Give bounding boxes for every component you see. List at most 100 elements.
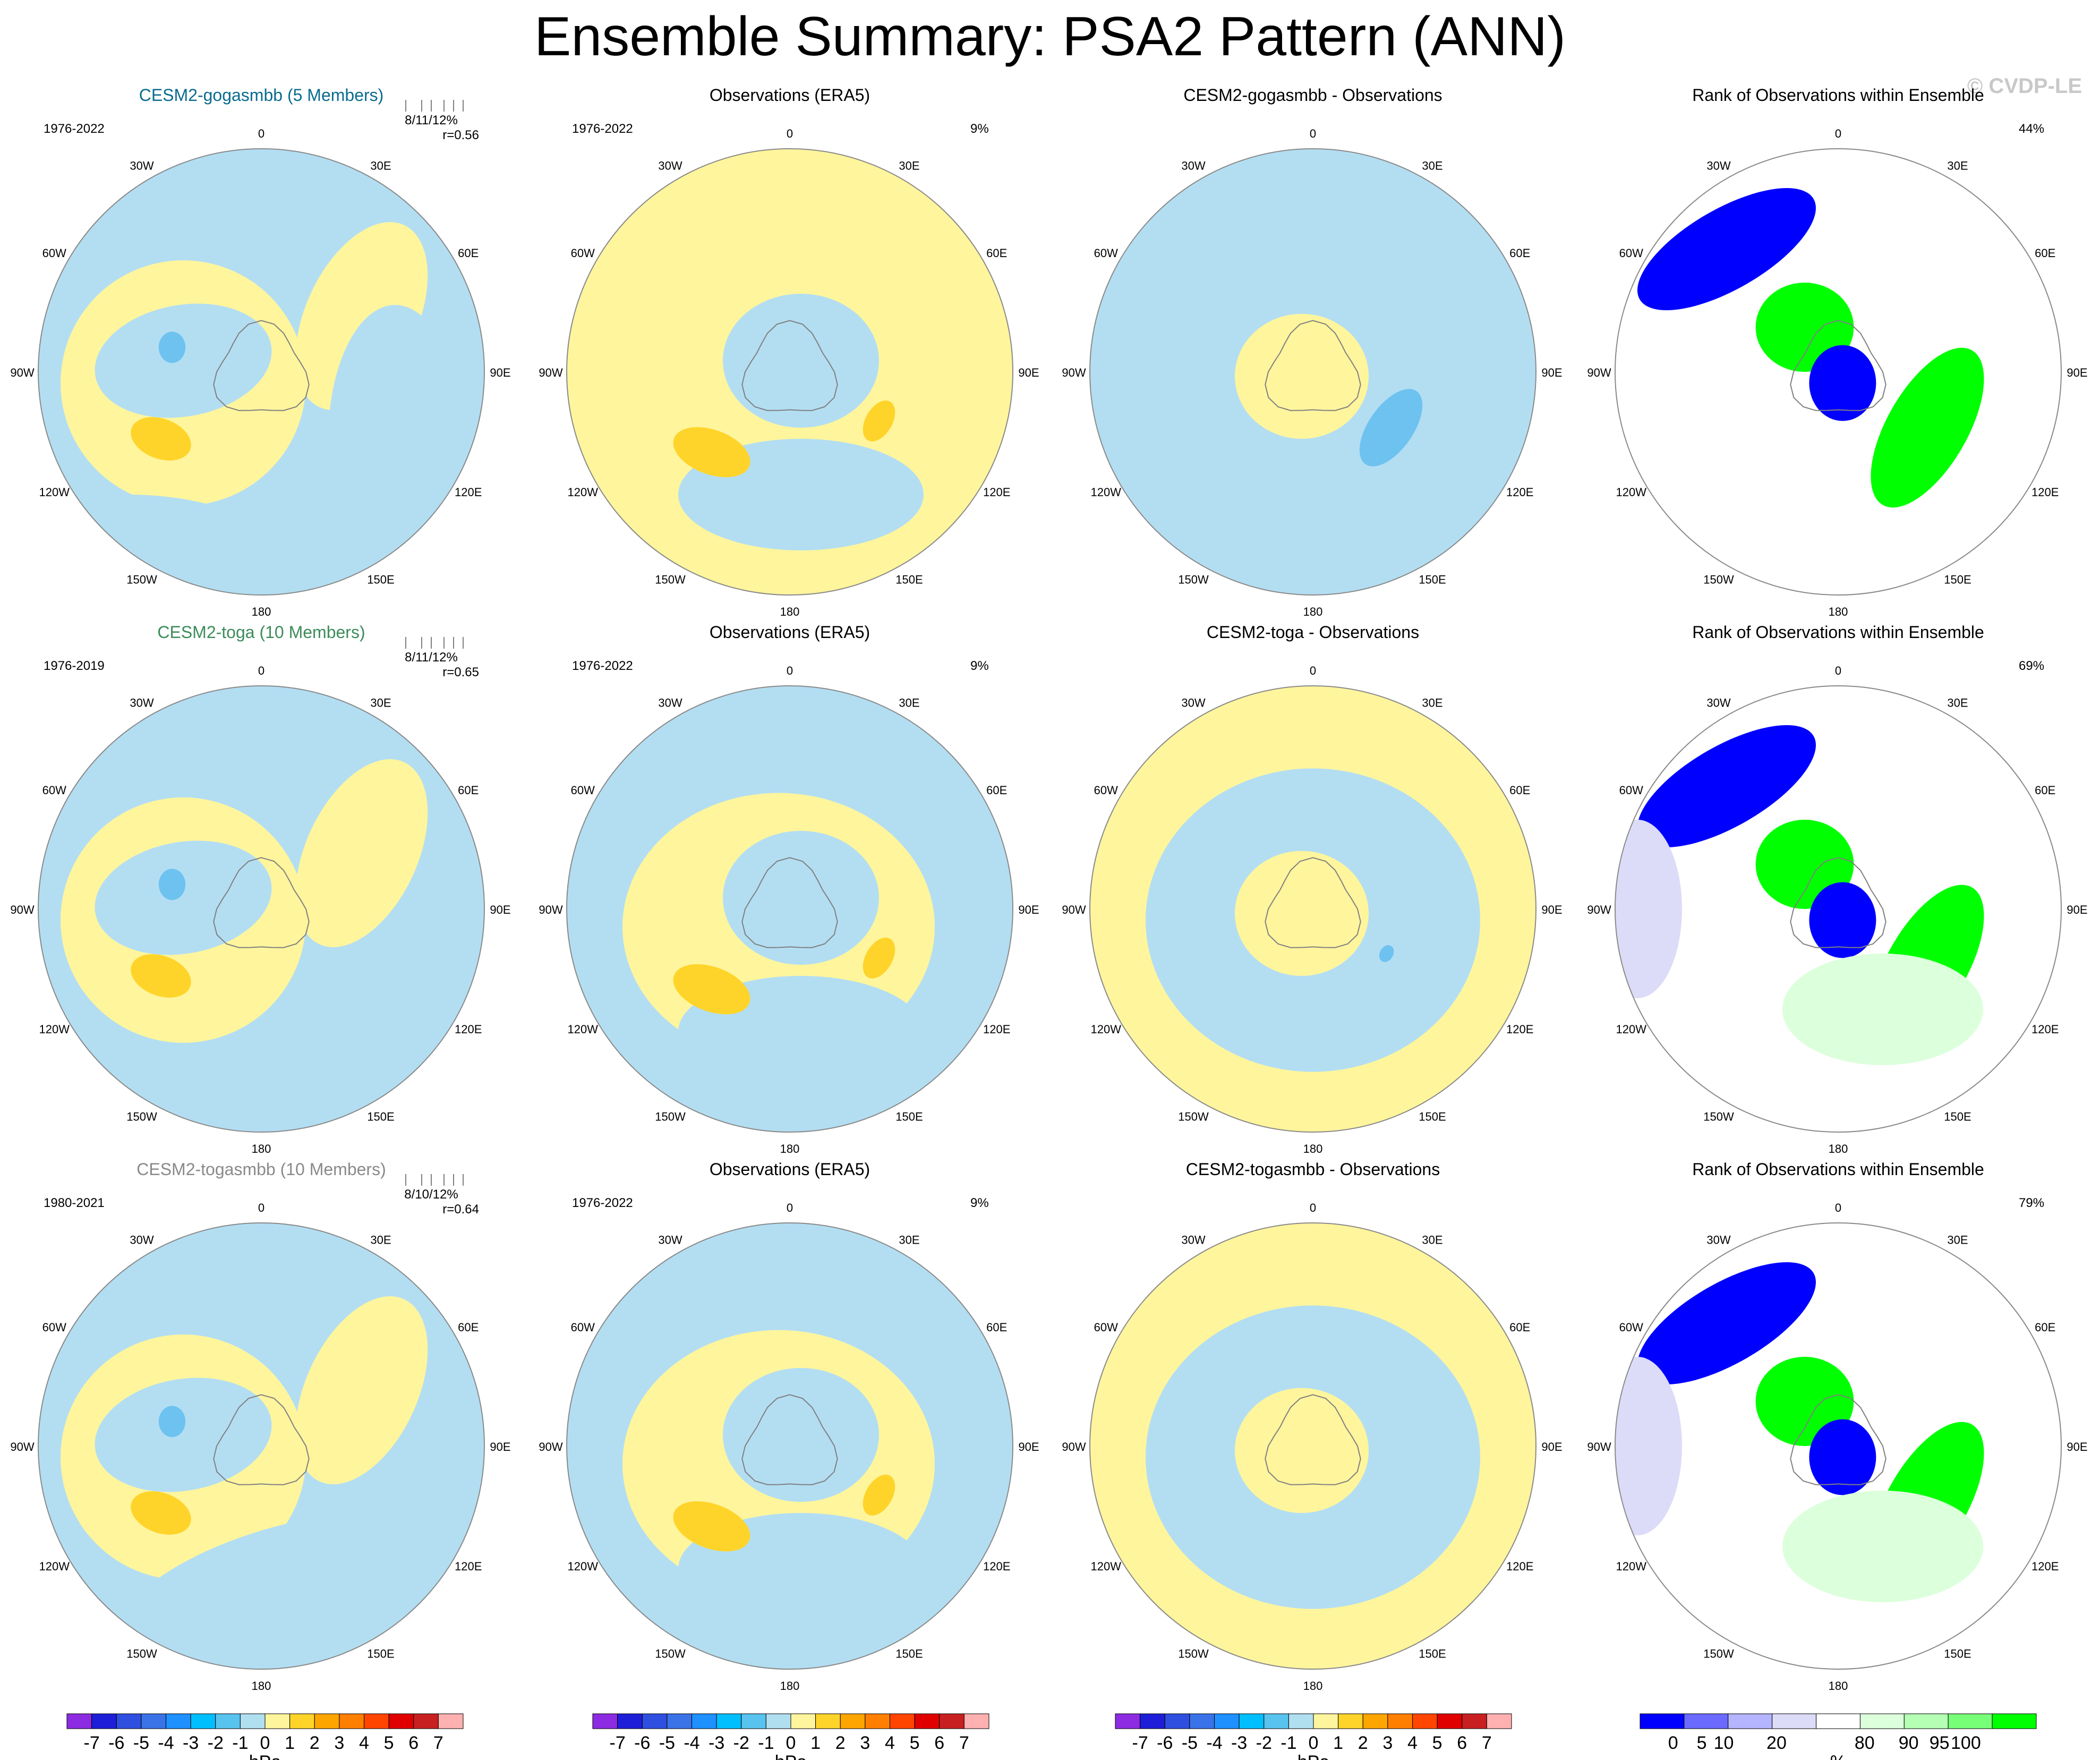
longitude-label: 120E [455,1023,482,1036]
longitude-label: 90W [1062,903,1086,916]
positive-anomaly-region [1235,1388,1369,1513]
longitude-label: 120W [1616,1023,1647,1036]
antarctica-coastline [213,857,310,948]
colorbar-swatch [166,1713,191,1729]
panel-title: CESM2-togasmbb (10 Members) [136,1160,386,1179]
map-boundary [1089,685,1536,1133]
colorbar-swatch [914,1713,940,1729]
longitude-label: 120E [455,1560,482,1573]
positive-anomaly-region [295,759,428,947]
longitude-label: 180 [1303,1142,1323,1155]
longitude-label: 120E [2031,1560,2059,1573]
colorbar-swatch [840,1713,866,1729]
colorbar-swatch [642,1713,668,1729]
longitude-label: 0 [787,1201,793,1214]
colorbar-swatch [1992,1713,2037,1729]
colorbar-tick-label: -4 [1206,1733,1222,1753]
pattern-correlation: r=0.65 [442,665,479,679]
panel-title: CESM2-gogasmbb - Observations [1183,86,1442,105]
colorbar-swatch [716,1713,742,1729]
longitude-label: 180 [252,1679,271,1693]
longitude-label: 30E [370,696,391,709]
longitude-label: 0 [258,664,264,677]
rank-high-region [1871,347,1984,508]
colorbar-swatch [1115,1713,1141,1729]
longitude-label: 60E [458,784,479,797]
period-label: 1980-2021 [44,1196,105,1210]
colorbar-tick-label: 7 [1482,1733,1492,1753]
period-label: 1976-2019 [44,659,105,673]
colorbar-swatch [1239,1713,1265,1729]
strong-positive-region [863,400,895,441]
antarctica-coastline [1265,320,1361,411]
panel-title: Rank of Observations within Ensemble [1692,623,1984,642]
field-region [1782,1491,1983,1602]
colorbar-unit: % [1830,1752,1846,1760]
map-field [567,1223,1013,1669]
longitude-label: 90W [539,366,562,379]
colorbar-swatch [865,1713,890,1729]
strong-negative-region [158,331,186,363]
colorbar-swatch [939,1713,964,1729]
panel-title: CESM2-toga (10 Members) [157,623,365,642]
colorbar-swatch [215,1713,241,1729]
colorbar-swatch [963,1713,989,1729]
longitude-label: 30E [1947,159,1968,172]
longitude-label: 30E [1422,696,1442,709]
summary-stats: 8/11/12% [405,113,458,127]
colorbar-swatch [667,1713,692,1729]
longitude-label: 60W [1619,784,1643,797]
longitude-label: 120E [2031,486,2059,499]
colorbar-tick-label: -6 [1157,1733,1173,1753]
longitude-label: 90W [1587,903,1611,916]
strong-positive-region [863,937,895,979]
map-panel: 0 30E 60E 90E 120E 150E 180 150W 120W 90W 60W 30W CE… [1062,86,1562,618]
longitude-label: 60E [986,1321,1007,1334]
colorbar-tick-label: 0 [786,1733,796,1753]
antarctica-coastline [1265,857,1361,948]
strong-positive-region [863,1474,895,1516]
negative-anomaly-region [723,294,879,428]
panel-title: Observations (ERA5) [710,1160,870,1179]
colorbar-tick-label: 0 [1309,1733,1319,1753]
longitude-label: 30E [1947,696,1968,709]
longitude-label: 90E [490,903,510,916]
figure-title: Ensemble Summary: PSA2 Pattern (ANN) [534,6,1566,67]
colorbar-tick-label: -1 [232,1733,248,1753]
longitude-label: 180 [780,1679,800,1693]
longitude-label: 180 [1829,1142,1848,1155]
longitude-label: 0 [1310,664,1316,677]
longitude-label: 90E [1018,366,1039,379]
pattern-percent: 69% [2019,659,2044,673]
longitude-label: 150E [367,573,394,586]
colorbar-swatch [1859,1713,1905,1729]
strong-positive-region [131,417,191,461]
negative-anomaly-region [95,1378,272,1492]
colorbar-tick-label: -1 [758,1733,774,1753]
longitude-label: 120E [1506,1023,1533,1036]
period-label: 1976-2022 [572,1196,633,1210]
colorbar-swatch [765,1713,791,1729]
colorbar-tick-label: 20 [1766,1733,1787,1753]
pattern-percent: 9% [970,659,989,673]
longitude-label: 60W [42,1321,66,1334]
antarctica-coastline [741,857,838,948]
colorbar-tick-label: -6 [108,1733,124,1753]
colorbar-swatch [692,1713,717,1729]
longitude-label: 120W [568,1560,599,1573]
field-region [1615,820,1682,998]
colorbar-tick-label: 100 [1951,1733,1981,1753]
map-panel: 0 30E 60E 90E 120E 150E 180 150W 120W 90W 60W 30W Ra… [1587,623,2087,1155]
colorbar-tick-label: -5 [1182,1733,1198,1753]
strong-positive-region [673,427,750,478]
colorbar-swatch [289,1713,315,1729]
longitude-label: 150E [1419,573,1446,586]
map-panel: 0 30E 60E 90E 120E 150E 180 150W 120W 90W 60W 30W Ob… [539,86,1039,618]
longitude-label: 150E [367,1647,394,1661]
map-field [567,686,1013,1132]
map-field [1615,149,2061,595]
longitude-label: 150E [1944,1110,1971,1124]
longitude-label: 90W [1587,366,1611,379]
map-boundary [566,685,1013,1133]
